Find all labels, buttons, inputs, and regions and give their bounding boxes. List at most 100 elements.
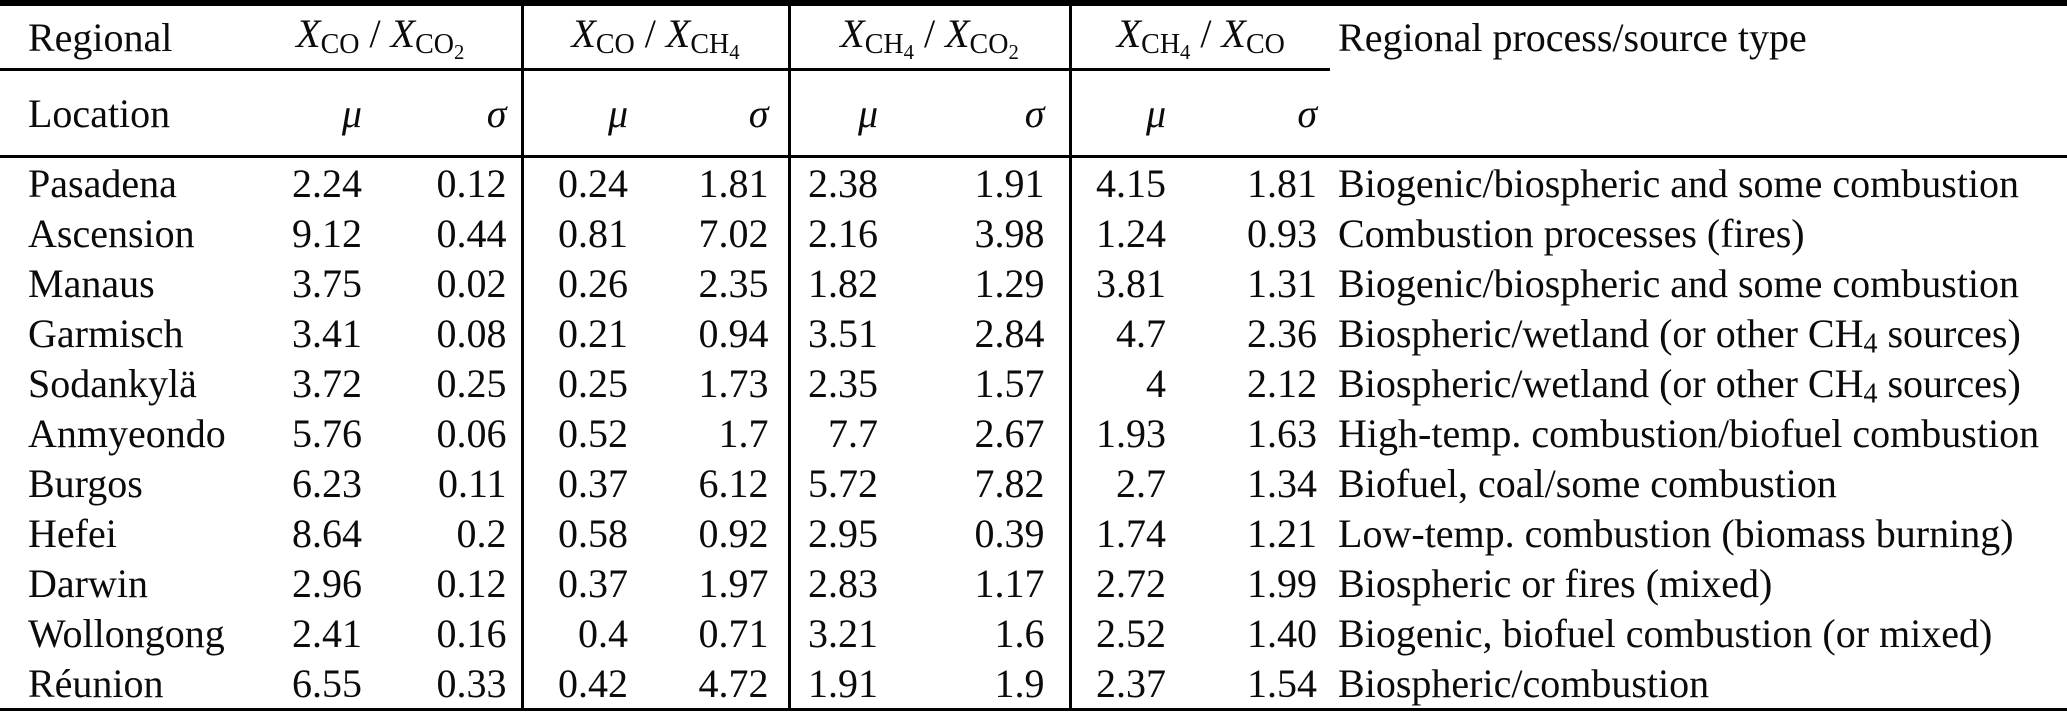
- value-cell-mu-2: 0.52: [558, 410, 629, 456]
- value-cell-mu-2: 0.25: [558, 360, 629, 406]
- value-cell-sigma-2: 0.71: [640, 608, 791, 658]
- value-cell-mu-3: 2.38: [808, 160, 879, 206]
- value-cell-sigma-2: 0.94: [640, 308, 791, 358]
- value-cell-mu-2: 0.24: [558, 160, 629, 206]
- value-cell-mu-3: 2.95: [808, 510, 879, 556]
- value-cell-sigma-3: 1.17: [890, 558, 1072, 608]
- value-cell-mu-3: 2.35: [808, 360, 879, 406]
- table-row: Darwin 2.96 0.12 0.37 1.97 2.83 1.17 2.7…: [0, 558, 2067, 608]
- table-row: Sodankylä 3.72 0.25 0.25 1.73 2.35 1.57 …: [0, 358, 2067, 408]
- header-sigma-3: σ: [890, 69, 1072, 158]
- value-cell-mu-1: 3.41: [292, 310, 362, 356]
- value-cell-sigma-4: 1.81: [1247, 160, 1318, 206]
- value-cell-sigma-4: 1.40: [1247, 610, 1318, 656]
- value-cell-sigma-1: 0.44: [370, 208, 524, 258]
- value-cell-mu-4: 4.15: [1096, 160, 1167, 206]
- value-cell-mu-4: 4.7: [1116, 310, 1167, 356]
- header-sigma-2: σ: [640, 69, 791, 158]
- value-cell-mu-2: 0.37: [558, 460, 629, 506]
- header-regional: Regional: [0, 3, 240, 71]
- value-cell-sigma-3: 1.91: [890, 156, 1072, 208]
- value-cell-mu-2: 0.4: [578, 610, 629, 656]
- value-cell-sigma-3: 1.6: [890, 608, 1072, 658]
- value-cell-mu-1: 3.72: [292, 360, 362, 406]
- location-cell: Burgos: [28, 460, 143, 506]
- header-stats-spacer: [1330, 69, 2067, 158]
- process-cell: Biogenic/biospheric and some combustion: [1338, 260, 2020, 306]
- value-cell-sigma-2: 7.02: [640, 208, 791, 258]
- value-cell-mu-3: 7.7: [828, 410, 879, 456]
- table-row: Ascension 9.12 0.44 0.81 7.02 2.16 3.98 …: [0, 208, 2067, 258]
- value-cell-mu-4: 1.24: [1096, 210, 1167, 256]
- value-cell-mu-1: 9.12: [292, 210, 362, 256]
- table-row: Hefei 8.64 0.2 0.58 0.92 2.95 0.39 1.74 …: [0, 508, 2067, 558]
- header-process-type: Regional process/source type: [1338, 15, 1807, 61]
- process-cell: Low-temp. combustion (biomass burning): [1338, 510, 2014, 556]
- value-cell-sigma-4: 1.54: [1247, 660, 1318, 706]
- value-cell-mu-4: 2.72: [1096, 560, 1167, 606]
- value-cell-mu-1: 2.24: [292, 160, 362, 206]
- process-cell: Combustion processes (fires): [1338, 210, 1805, 256]
- value-cell-mu-4: 2.52: [1096, 610, 1167, 656]
- value-cell-sigma-1: 0.11: [370, 458, 524, 508]
- value-cell-sigma-1: 0.16: [370, 608, 524, 658]
- value-cell-sigma-4: 0.93: [1247, 210, 1318, 256]
- value-cell-sigma-4: 1.21: [1247, 510, 1318, 556]
- value-cell-sigma-1: 0.33: [370, 658, 524, 710]
- header-mu-4: μ: [1070, 69, 1181, 158]
- value-cell-sigma-2: 2.35: [640, 258, 791, 308]
- value-cell-mu-2: 0.26: [558, 260, 629, 306]
- process-cell: Biospheric/combustion: [1338, 660, 1710, 706]
- value-cell-mu-3: 5.72: [808, 460, 879, 506]
- value-cell-mu-3: 1.91: [808, 660, 879, 706]
- value-cell-sigma-2: 1.73: [640, 358, 791, 408]
- header-sigma-4: σ: [1180, 69, 1331, 158]
- value-cell-sigma-2: 1.81: [640, 156, 791, 208]
- table-row: Wollongong 2.41 0.16 0.4 0.71 3.21 1.6 2…: [0, 608, 2067, 658]
- value-cell-sigma-3: 2.84: [890, 308, 1072, 358]
- location-cell: Darwin: [28, 560, 148, 606]
- table-row: Burgos 6.23 0.11 0.37 6.12 5.72 7.82 2.7…: [0, 458, 2067, 508]
- header-row-stats: Location μ σ μ σ μ σ μ σ: [0, 69, 2067, 158]
- column-header-xco-xch4: XCO / XCH4: [522, 3, 791, 71]
- value-cell-mu-1: 8.64: [292, 510, 362, 556]
- value-cell-sigma-1: 0.2: [370, 508, 524, 558]
- process-cell: Biofuel, coal/some combustion: [1338, 460, 1837, 506]
- value-cell-sigma-1: 0.06: [370, 408, 524, 458]
- table-row: Garmisch 3.41 0.08 0.21 0.94 3.51 2.84 4…: [0, 308, 2067, 358]
- column-header-xco-xco2: XCO / XCO2: [240, 3, 524, 71]
- value-cell-mu-2: 0.42: [558, 660, 629, 706]
- location-cell: Wollongong: [28, 610, 225, 656]
- header-mu-3: μ: [789, 69, 891, 158]
- value-cell-sigma-3: 7.82: [890, 458, 1072, 508]
- value-cell-mu-2: 0.81: [558, 210, 629, 256]
- location-cell: Manaus: [28, 260, 155, 306]
- value-cell-mu-2: 0.58: [558, 510, 629, 556]
- value-cell-sigma-3: 1.29: [890, 258, 1072, 308]
- table-row: Réunion 6.55 0.33 0.42 4.72 1.91 1.9 2.3…: [0, 658, 2067, 710]
- value-cell-mu-2: 0.37: [558, 560, 629, 606]
- value-cell-sigma-2: 4.72: [640, 658, 791, 710]
- value-cell-sigma-1: 0.12: [370, 558, 524, 608]
- value-cell-mu-3: 2.83: [808, 560, 879, 606]
- process-cell: Biospheric/wetland (or other CH4 sources…: [1338, 310, 2021, 360]
- value-cell-mu-3: 3.51: [808, 310, 879, 356]
- header-location: Location: [0, 69, 240, 158]
- process-cell: Biogenic, biofuel combustion (or mixed): [1338, 610, 1993, 656]
- value-cell-sigma-1: 0.12: [370, 156, 524, 208]
- value-cell-sigma-2: 0.92: [640, 508, 791, 558]
- value-cell-sigma-3: 0.39: [890, 508, 1072, 558]
- value-cell-sigma-4: 1.34: [1247, 460, 1318, 506]
- table-row: Pasadena 2.24 0.12 0.24 1.81 2.38 1.91 4…: [0, 156, 2067, 208]
- process-cell: Biogenic/biospheric and some combustion: [1338, 160, 2020, 206]
- process-cell: High-temp. combustion/biofuel combustion: [1338, 410, 2040, 456]
- value-cell-sigma-4: 1.99: [1247, 560, 1318, 606]
- value-cell-sigma-1: 0.25: [370, 358, 524, 408]
- value-cell-mu-4: 1.74: [1096, 510, 1167, 556]
- value-cell-mu-3: 2.16: [808, 210, 879, 256]
- value-cell-sigma-4: 1.31: [1247, 260, 1318, 306]
- location-cell: Ascension: [28, 210, 195, 256]
- value-cell-mu-4: 3.81: [1096, 260, 1167, 306]
- value-cell-mu-2: 0.21: [558, 310, 629, 356]
